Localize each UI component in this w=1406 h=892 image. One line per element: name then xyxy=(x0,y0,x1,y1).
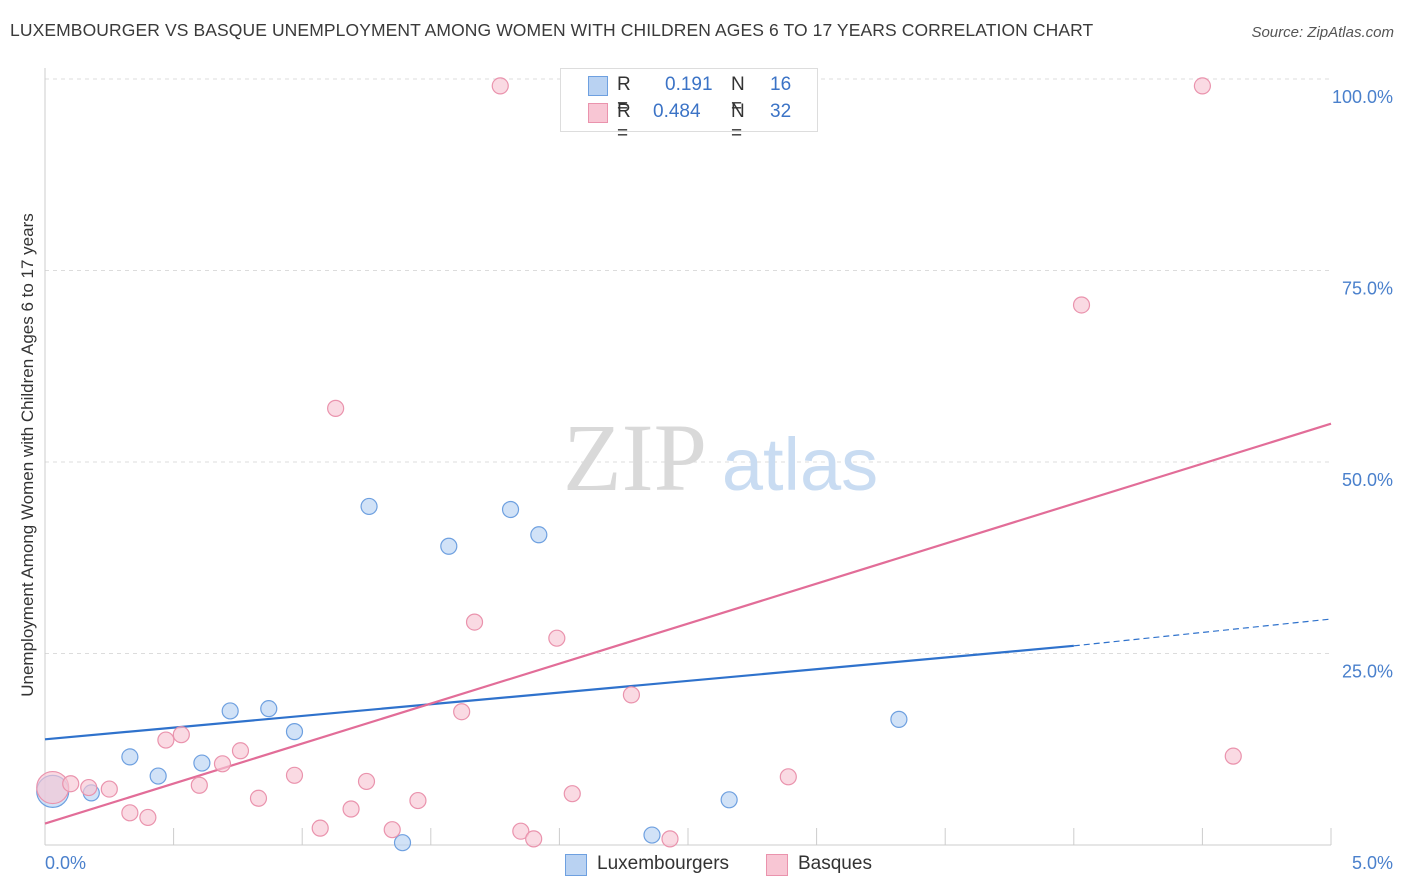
x-tick-label: 0.0% xyxy=(45,853,86,873)
point-luxembourgers xyxy=(890,710,908,728)
y-tick-label: 25.0% xyxy=(1342,662,1393,682)
source-label: Source: ZipAtlas.com xyxy=(1251,24,1394,41)
point-basques xyxy=(327,399,345,417)
point-luxembourgers xyxy=(149,767,167,785)
point-luxembourgers xyxy=(643,826,661,844)
point-basques xyxy=(622,686,641,704)
point-basques xyxy=(80,778,98,797)
point-luxembourgers xyxy=(260,700,278,718)
point-basques xyxy=(548,629,566,647)
point-basques xyxy=(465,613,484,631)
r-value: 0.484 xyxy=(653,101,701,122)
point-basques xyxy=(285,766,304,784)
point-basques xyxy=(357,772,376,791)
point-basques xyxy=(661,830,679,848)
point-basques xyxy=(491,77,509,95)
point-basques xyxy=(213,755,232,773)
point-luxembourgers xyxy=(501,500,520,519)
axes xyxy=(44,68,1332,846)
point-basques xyxy=(172,726,190,744)
r-label: R = xyxy=(617,101,631,144)
legend-swatch-luxembourgers xyxy=(565,854,587,876)
point-luxembourgers xyxy=(193,754,211,772)
point-basques xyxy=(190,776,208,794)
watermark: ZIP atlas xyxy=(563,404,878,511)
point-basques xyxy=(383,821,401,839)
point-luxembourgers xyxy=(360,497,378,516)
point-luxembourgers xyxy=(393,834,412,852)
tick-labels: 25.0% 50.0% 75.0% 100.0% 0.0% 5.0% xyxy=(45,87,1393,873)
point-basques xyxy=(1072,296,1091,314)
point-basques xyxy=(1224,747,1242,765)
legend-label: Luxembourgers xyxy=(597,853,730,874)
legend-swatch-basques xyxy=(766,854,788,876)
watermark-zip: ZIP xyxy=(563,404,707,511)
trend-line-extension-luxembourgers xyxy=(1073,618,1332,647)
watermark-atlas: atlas xyxy=(722,423,878,506)
data-points xyxy=(36,77,1242,852)
point-basques xyxy=(157,731,175,749)
luxembourgers-swatch xyxy=(588,76,608,96)
r-label: R = xyxy=(617,74,631,117)
point-basques xyxy=(231,742,250,760)
trend-line-luxembourgers xyxy=(44,644,1074,741)
basques-swatch xyxy=(588,103,608,123)
chart-title: LUXEMBOURGER VS BASQUE UNEMPLOYMENT AMON… xyxy=(10,20,1094,40)
gridlines xyxy=(45,78,1331,654)
trend-lines xyxy=(44,422,1332,825)
y-tick-label: 100.0% xyxy=(1332,87,1393,107)
x-tick-label: 5.0% xyxy=(1352,853,1393,873)
legend-label: Basques xyxy=(798,853,872,874)
point-luxembourgers xyxy=(221,702,239,720)
point-basques xyxy=(100,780,118,798)
y-tick-label: 50.0% xyxy=(1342,470,1393,490)
point-basques xyxy=(311,819,329,837)
trend-line-basques xyxy=(44,422,1332,825)
point-basques xyxy=(121,804,139,822)
n-label: N = xyxy=(731,74,745,117)
point-basques xyxy=(409,791,427,810)
n-value: 16 xyxy=(770,74,792,95)
n-label: N = xyxy=(731,101,745,144)
point-basques xyxy=(563,785,581,803)
point-basques xyxy=(62,775,80,793)
point-basques xyxy=(139,808,157,827)
point-luxembourgers xyxy=(285,723,304,741)
point-basques xyxy=(249,789,268,807)
n-value: 32 xyxy=(770,101,792,122)
point-basques xyxy=(1193,77,1212,95)
point-basques xyxy=(779,768,797,786)
stats-legend: R = 0.191 N = 16 R = 0.484 N = 32 xyxy=(560,68,818,144)
point-luxembourgers xyxy=(121,748,139,766)
point-basques xyxy=(525,830,543,848)
r-value: 0.191 xyxy=(665,74,713,95)
point-basques xyxy=(512,822,530,840)
point-luxembourgers xyxy=(530,526,548,544)
point-luxembourgers xyxy=(440,537,458,555)
y-tick-label: 75.0% xyxy=(1342,279,1393,299)
point-basques xyxy=(453,703,471,721)
point-basques xyxy=(342,800,360,818)
point-luxembourgers xyxy=(720,791,738,809)
